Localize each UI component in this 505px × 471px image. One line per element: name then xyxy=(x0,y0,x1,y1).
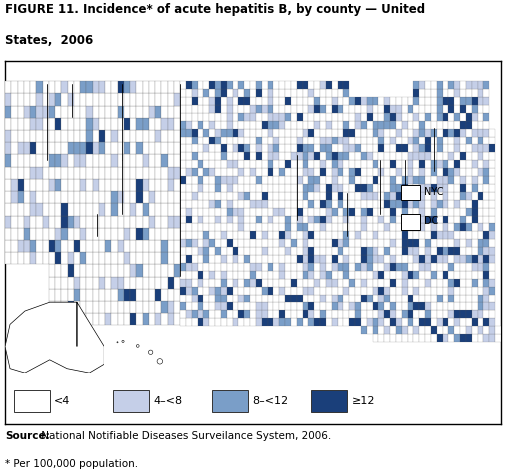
Text: FIGURE 11. Incidence* of acute hepatitis B, by county — United: FIGURE 11. Incidence* of acute hepatitis… xyxy=(5,3,424,16)
Text: National Notifiable Diseases Surveilance System, 2006.: National Notifiable Diseases Surveilance… xyxy=(38,431,331,441)
Text: States,  2006: States, 2006 xyxy=(5,34,93,47)
Text: Source:: Source: xyxy=(5,431,49,441)
Text: * Per 100,000 population.: * Per 100,000 population. xyxy=(5,459,138,469)
